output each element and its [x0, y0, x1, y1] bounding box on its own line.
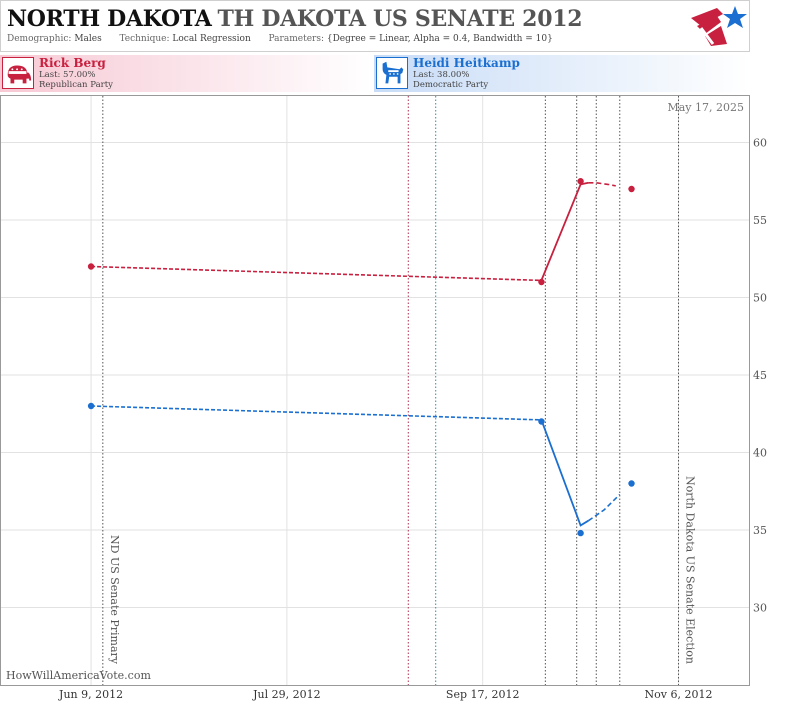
chart-title: NORTH DAKOTA TH DAKOTA US SENATE 2012 — [7, 6, 583, 32]
event-markers: ND US Senate Primary North Dakota US Sena… — [102, 96, 697, 685]
chart-parameters-line: Demographic: Males Technique: Local Regr… — [7, 34, 553, 44]
y-tick-label: 30 — [753, 602, 767, 615]
candidate-party: Republican Party — [39, 80, 113, 90]
chart-header: NORTH DAKOTA TH DAKOTA US SENATE 2012 Dem… — [0, 0, 750, 52]
date-stamp: May 17, 2025 — [667, 101, 744, 114]
trend-dashed — [91, 405, 542, 421]
poll-point — [538, 278, 545, 286]
event-label: North Dakota US Senate Election — [684, 476, 697, 664]
y-axis: 30 35 40 45 50 55 60 — [753, 137, 767, 615]
poll-point — [87, 402, 95, 410]
polling-line-chart: ND US Senate Primary North Dakota US Sena… — [0, 95, 767, 701]
poll-point — [577, 178, 584, 185]
poll-point — [628, 480, 635, 487]
poll-date-markers — [407, 96, 621, 685]
poll-point — [87, 263, 95, 270]
poll-point — [628, 185, 635, 193]
trend-solid — [540, 419, 589, 527]
race-name: TH DAKOTA US SENATE 2012 — [217, 6, 583, 32]
y-tick-label: 35 — [753, 524, 767, 537]
candidate-name: Heidi Heitkamp — [413, 56, 520, 70]
x-tick-label: Jun 9, 2012 — [58, 688, 123, 701]
x-tick-label: Sep 17, 2012 — [446, 688, 520, 701]
technique-value: Local Regression — [172, 34, 251, 44]
republican-elephant-icon — [2, 57, 34, 89]
y-tick-label: 50 — [753, 292, 767, 305]
trend-tail — [587, 493, 621, 522]
parameters-label: Parameters: — [268, 34, 324, 44]
candidate-card-heidi-heitkamp: Heidi Heitkamp Last: 38.00% Democratic P… — [374, 55, 749, 92]
candidate-name: Rick Berg — [39, 56, 106, 70]
x-tick-label: Jul 29, 2012 — [252, 688, 321, 701]
site-watermark: HowWillAmericaVote.com — [6, 669, 151, 682]
x-tick-label: Nov 6, 2012 — [645, 688, 713, 701]
trend-lines — [91, 181, 621, 527]
demographic-label: Demographic: — [7, 34, 72, 44]
technique-label: Technique: — [119, 34, 170, 44]
gridlines — [1, 96, 749, 685]
trend-tail — [588, 182, 616, 187]
trend-dashed — [91, 265, 542, 282]
poll-point — [577, 529, 584, 537]
demographic-value: Males — [74, 34, 102, 44]
y-tick-label: 55 — [753, 214, 767, 227]
candidate-party: Democratic Party — [413, 80, 489, 90]
x-axis: Jun 9, 2012 Jul 29, 2012 Sep 17, 2012 Nov 6… — [58, 688, 712, 701]
y-tick-label: 45 — [753, 369, 767, 382]
candidate-last-result: Last: 57.00% — [39, 70, 96, 80]
parameters-value: {Degree = Linear, Alpha = 0.4, Bandwidth… — [326, 34, 553, 44]
poll-points — [87, 178, 635, 537]
state-name: NORTH DAKOTA — [7, 6, 212, 32]
candidate-card-rick-berg: Rick Berg Last: 57.00% Republican Party — [0, 55, 372, 92]
candidate-last-result: Last: 38.00% — [413, 70, 470, 80]
event-label: ND US Senate Primary — [108, 535, 121, 665]
site-logo-icon — [691, 6, 747, 46]
poll-point — [538, 418, 545, 425]
democratic-donkey-icon — [376, 57, 408, 89]
y-tick-label: 60 — [753, 137, 767, 150]
y-tick-label: 40 — [753, 447, 767, 460]
plot-frame — [0, 95, 750, 686]
